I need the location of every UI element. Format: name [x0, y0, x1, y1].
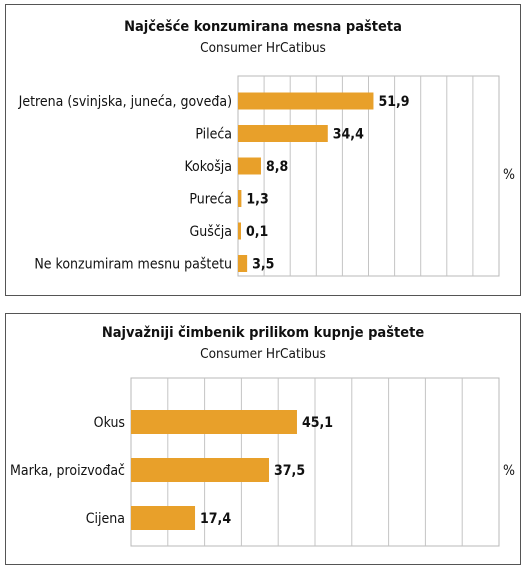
chart-panel-purchase-factor: Najvažniji čimbenik prilikom kupnje pašt…: [5, 313, 521, 565]
category-label: Ne konzumiram mesnu paštetu: [34, 257, 232, 273]
chart-subtitle: Consumer HrCatibus: [200, 40, 326, 56]
data-label: 0,1: [246, 224, 268, 240]
category-label: Okus: [94, 415, 125, 431]
bar: [238, 222, 241, 240]
data-label: 3,5: [252, 257, 274, 273]
category-label: Cijena: [86, 511, 125, 527]
data-label: 1,3: [246, 192, 268, 208]
data-label: 17,4: [200, 511, 231, 527]
data-label: 34,4: [333, 127, 364, 143]
chart-panel-consumed-pate: Najčešće konzumirana mesna pašteta Consu…: [5, 4, 521, 296]
unit-label: %: [503, 167, 515, 183]
data-label: 45,1: [302, 415, 333, 431]
bar: [238, 125, 328, 142]
bar-chart-consumed-pate: Jetrena (svinjska, juneća, goveđa) 51,9 Pi…: [18, 75, 515, 277]
category-label: Kokošja: [184, 159, 232, 175]
category-label: Jetrena (svinjska, juneća, goveđa): [18, 94, 232, 110]
bar: [238, 92, 374, 110]
unit-label: %: [503, 463, 515, 479]
category-label: Pureća: [189, 192, 232, 208]
bar: [131, 458, 269, 482]
category-label: Marka, proizvođač: [10, 463, 125, 479]
bar-chart-purchase-factor: Okus 45,1 Marka, proizvođač 37,5 Cijena 17,4%: [10, 377, 515, 547]
data-label: 51,9: [378, 94, 409, 110]
bar: [131, 506, 196, 530]
chart-title: Najčešće konzumirana mesna pašteta: [124, 19, 402, 35]
data-label: 37,5: [274, 463, 305, 479]
chart-title: Najvažniji čimbenik prilikom kupnje pašt…: [101, 325, 425, 341]
chart-subtitle: Consumer HrCatibus: [200, 346, 326, 362]
bar: [238, 157, 261, 175]
bar: [238, 255, 248, 272]
bar: [238, 190, 242, 207]
category-label: Pileća: [195, 127, 232, 143]
data-label: 8,8: [266, 159, 288, 175]
bar: [131, 410, 297, 434]
category-label: Guščja: [190, 224, 232, 240]
